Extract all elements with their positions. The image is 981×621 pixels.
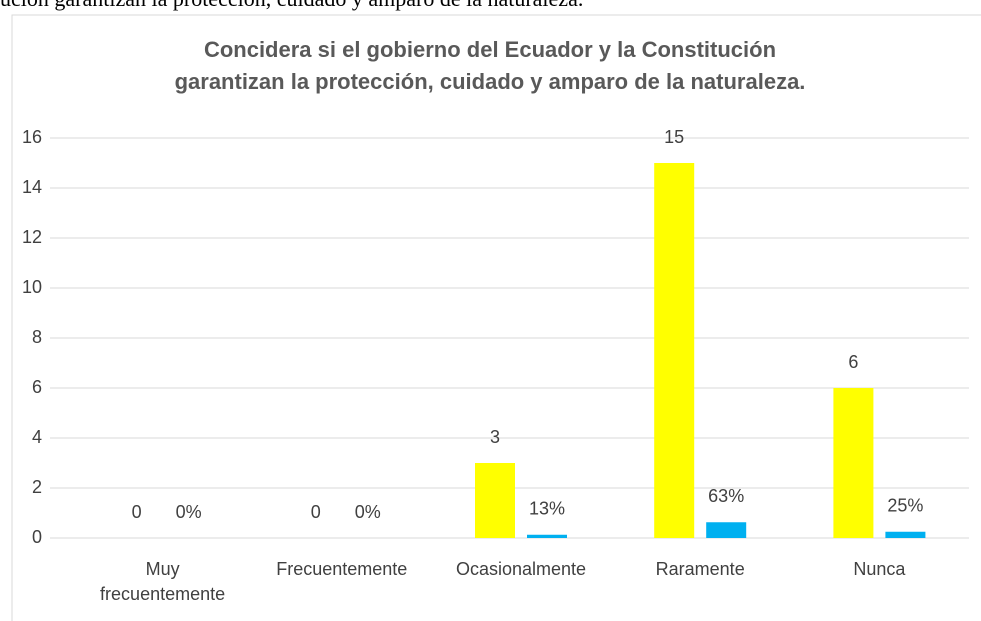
y-tick-label: 4 (32, 427, 42, 447)
caption-fragment: ución garantizan la protección, cuidado … (0, 0, 583, 12)
y-tick-label: 12 (22, 227, 42, 247)
data-label: 0 (132, 502, 142, 522)
bar (706, 522, 747, 538)
y-tick-label: 0 (32, 527, 42, 547)
data-label: 15 (664, 127, 684, 147)
y-tick-label: 2 (32, 477, 42, 497)
data-label: 25% (887, 496, 923, 516)
y-tick-label: 8 (32, 327, 42, 347)
bar (527, 534, 567, 538)
x-tick-label: Ocasionalmente (455, 559, 587, 579)
bar (885, 531, 926, 538)
x-tick-box: Muy frecuentemente (100, 559, 226, 604)
data-label: 13% (529, 499, 565, 519)
y-tick-label: 10 (22, 277, 42, 297)
data-label: 0% (176, 502, 202, 522)
y-tick-label: 6 (32, 377, 42, 397)
bar (833, 388, 874, 538)
title-box: Concidera si el gobierno del Ecuador y l… (174, 37, 806, 94)
bar (475, 463, 515, 538)
data-label: 0% (355, 502, 381, 522)
data-label: 3 (490, 427, 500, 447)
data-label: 63% (708, 486, 744, 506)
x-tick-box: Raramente (655, 559, 745, 579)
data-label: 0 (311, 502, 321, 522)
x-tick-label: Frecuentemente (276, 559, 408, 579)
x-tick-label: Muy frecuentemente (100, 559, 226, 604)
bar (654, 163, 695, 538)
x-tick-box: Nunca (853, 559, 906, 579)
y-tick-label: 14 (22, 177, 42, 197)
x-tick-label: Nunca (853, 559, 906, 579)
chart-title: Concidera si el gobierno del Ecuador y l… (174, 37, 806, 94)
chart-frame (11, 14, 981, 621)
x-tick-label: Raramente (655, 559, 745, 579)
x-tick-box: Ocasionalmente (455, 559, 587, 579)
y-tick-label: 16 (22, 127, 42, 147)
data-label: 6 (848, 352, 858, 372)
x-tick-box: Frecuentemente (276, 559, 408, 579)
